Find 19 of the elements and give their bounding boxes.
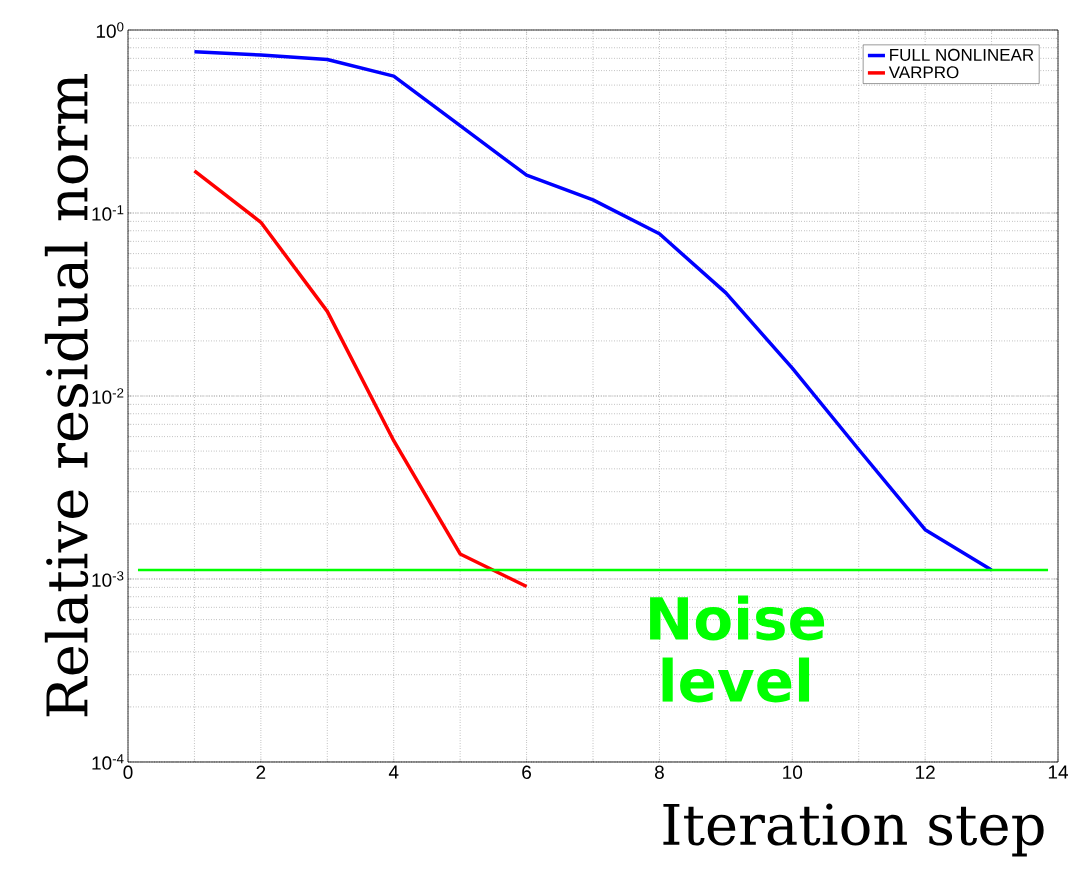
ref-line-label: Noise level [650,595,825,703]
x-axis-title: Iteration step [663,803,1044,857]
y-tick-label: 10$^{-1}$ [92,205,124,221]
x-tick-label: 14 [1048,765,1069,779]
y-tick-label: 10$^{-3}$ [92,571,124,587]
y-tick-label: 10$^{-4}$ [92,754,124,770]
x-tick-label: 4 [388,765,399,779]
y-tick-label: 10$^{0}$ [96,22,124,38]
x-tick-label: 8 [654,765,664,779]
y-tick-label: 10$^{-2}$ [92,388,124,404]
line-series [192,169,529,589]
x-tick-label: 2 [256,765,266,779]
x-tick-label: 0 [123,765,133,779]
legend-label: FULL NONLINEAR [890,48,1034,61]
x-tick-label: 6 [522,765,532,779]
legend-label: VARPRO [888,66,959,79]
x-tick-label: 12 [916,765,935,779]
y-axis-title: Relative residual norm [44,74,89,717]
x-tick-label: 10 [783,765,803,779]
